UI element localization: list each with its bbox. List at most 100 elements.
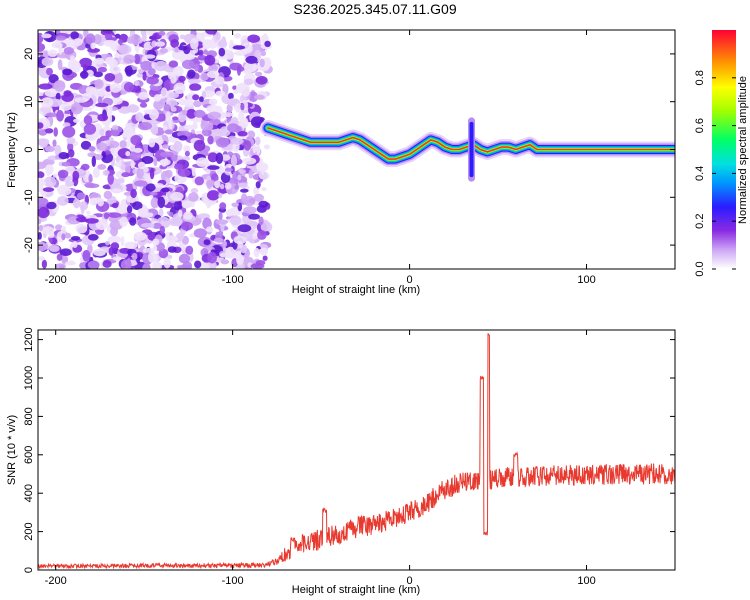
spectrogram-noise-blob: [233, 235, 247, 245]
spectrogram-noise-blob: [186, 108, 197, 119]
spectrogram-noise-blob: [54, 263, 67, 269]
spectrogram-noise-blob: [138, 121, 152, 131]
colorbar-tick-label: 0.6: [694, 118, 706, 133]
spectrogram-noise-blob: [218, 211, 223, 221]
spectrogram-noise-blob: [92, 85, 106, 98]
spectrogram-noise-blob: [148, 137, 156, 148]
spectrogram-noise-blob: [45, 164, 54, 175]
spectrogram-noise-blob: [260, 165, 266, 176]
spectrogram-noise-blob: [93, 248, 106, 257]
spectrogram-noise-blob: [115, 204, 129, 214]
spectrogram-noise-blob: [206, 200, 211, 209]
spectrogram-noise-blob: [252, 143, 257, 154]
spectrogram-noise-blob: [213, 237, 224, 243]
spectrogram-noise-blob: [207, 190, 220, 201]
spectrogram-noise-blob: [94, 79, 104, 89]
spectrogram-noise-blob: [108, 212, 121, 218]
spectrogram-noise-blob: [248, 213, 260, 220]
spectrogram-noise-blob: [63, 47, 74, 55]
spectrogram-noise-blob: [38, 256, 46, 261]
spectrogram-noise-blob: [87, 47, 100, 53]
colorbar-label: Normalized spectral amplitude: [737, 76, 749, 224]
spectrogram-noise-blob: [206, 226, 214, 233]
spectrogram-noise-blob: [177, 209, 183, 218]
spectrogram-noise-blob: [153, 94, 162, 102]
spectrogram-noise-blob: [99, 128, 105, 137]
spectrogram-noise-blob: [114, 33, 121, 39]
spectrogram-noise-blob: [107, 173, 114, 185]
spectrogram-noise-blob: [207, 152, 219, 163]
spectrogram-noise-blob: [166, 240, 177, 249]
snr-xlabel: Height of straight line (km): [292, 584, 420, 596]
spectrogram-noise-blob: [64, 261, 76, 266]
spectrogram-noise-blob: [129, 151, 142, 161]
spectrogram-noise-blob: [146, 76, 159, 85]
spectrogram-noise-blob: [105, 56, 115, 65]
spectrogram-noise-blob: [168, 60, 179, 68]
spectrogram-noise-blob: [70, 102, 83, 115]
spectrogram-noise-blob: [73, 38, 83, 47]
spectrogram-noise-blob: [191, 129, 195, 134]
spectrogram-noise-blob: [215, 137, 230, 148]
spectrogram-noise-blob: [97, 164, 107, 170]
spectrogram-noise-blob: [193, 139, 206, 152]
spectrogram-noise-blob: [248, 91, 259, 103]
spectrogram-noise-blob: [153, 157, 158, 167]
spectrogram-noise-blob: [93, 34, 102, 45]
spectrogram-noise-blob: [42, 226, 54, 236]
spectrogram-noise-blob: [192, 94, 200, 101]
spectrogram-noise-blob: [125, 65, 133, 77]
colorbar-gradient: [712, 30, 736, 269]
spectrogram-noise-blob: [185, 54, 195, 60]
spectrogram-noise-blob: [52, 173, 58, 178]
spectrogram-noise-blob: [94, 57, 105, 65]
spectrogram-noise-blob: [203, 49, 208, 55]
spectrogram-noise-blob: [103, 39, 117, 47]
spectrogram-noise-blob: [178, 135, 188, 141]
spectrogram-noise-blob: [113, 71, 123, 84]
spectrogram-ytick-label: 20: [23, 48, 35, 60]
spectrogram-noise-blob: [142, 263, 151, 269]
spectrogram-noise-blob: [222, 50, 235, 60]
spectrogram-noise-blob: [72, 241, 78, 248]
spectrogram-noise-blob: [117, 177, 125, 184]
spectrogram-noise-blob: [130, 189, 137, 199]
spectrogram-noise-blob: [104, 150, 111, 155]
spectrogram-noise-blob: [170, 191, 184, 201]
spectrogram-noise-blob: [111, 188, 122, 193]
spectrogram-xtick-label: 0: [407, 274, 413, 286]
spectrogram-noise-blob: [137, 208, 145, 214]
snr-ylabel: SNR (10 * v/v): [6, 415, 18, 485]
spectrogram-noise-blob: [253, 193, 264, 202]
spectrogram-ytick-label: -20: [23, 237, 35, 253]
spectrogram-noise-blob: [38, 122, 44, 129]
spectrogram-noise-blob: [38, 177, 44, 183]
spectrogram-noise-blob: [105, 241, 110, 246]
spectrogram-noise-blob: [218, 47, 226, 57]
spectrogram-noise-blob: [196, 157, 209, 167]
spectrogram-noise-blob: [102, 121, 107, 126]
spectrogram-noise-blob: [83, 115, 93, 125]
spectrogram-noise-blob: [192, 120, 198, 130]
spectrogram-noise-blob: [232, 85, 238, 91]
spectrogram-noise-blob: [241, 87, 251, 97]
spectrogram-noise-blob: [58, 152, 69, 160]
spectrogram-noise-blob: [79, 70, 89, 79]
spectrogram-noise-blob: [232, 45, 246, 50]
spectrogram-noise-blob: [264, 40, 271, 48]
spectrogram-noise-blob: [233, 50, 247, 56]
spectrogram-noise-blob: [168, 211, 174, 217]
spectrogram-noise-blob: [108, 137, 114, 142]
spectrogram-noise-blob: [255, 71, 263, 77]
snr-ytick-label: 1200: [23, 327, 35, 351]
spectrogram-noise-blob: [105, 130, 112, 138]
spectrogram-noise-blob: [61, 161, 71, 167]
spectrogram-noise-blob: [41, 57, 54, 67]
spectrogram-noise-blob: [199, 96, 204, 103]
spectrogram-noise-blob: [56, 253, 63, 261]
spectrogram-noise-blob: [177, 168, 191, 177]
spectrogram-noise-blob: [170, 106, 177, 112]
spectrogram-noise-blob: [224, 182, 232, 190]
spectrogram-noise-blob: [158, 208, 164, 217]
spectrogram-ylabel: Frequency (Hz): [6, 112, 18, 188]
